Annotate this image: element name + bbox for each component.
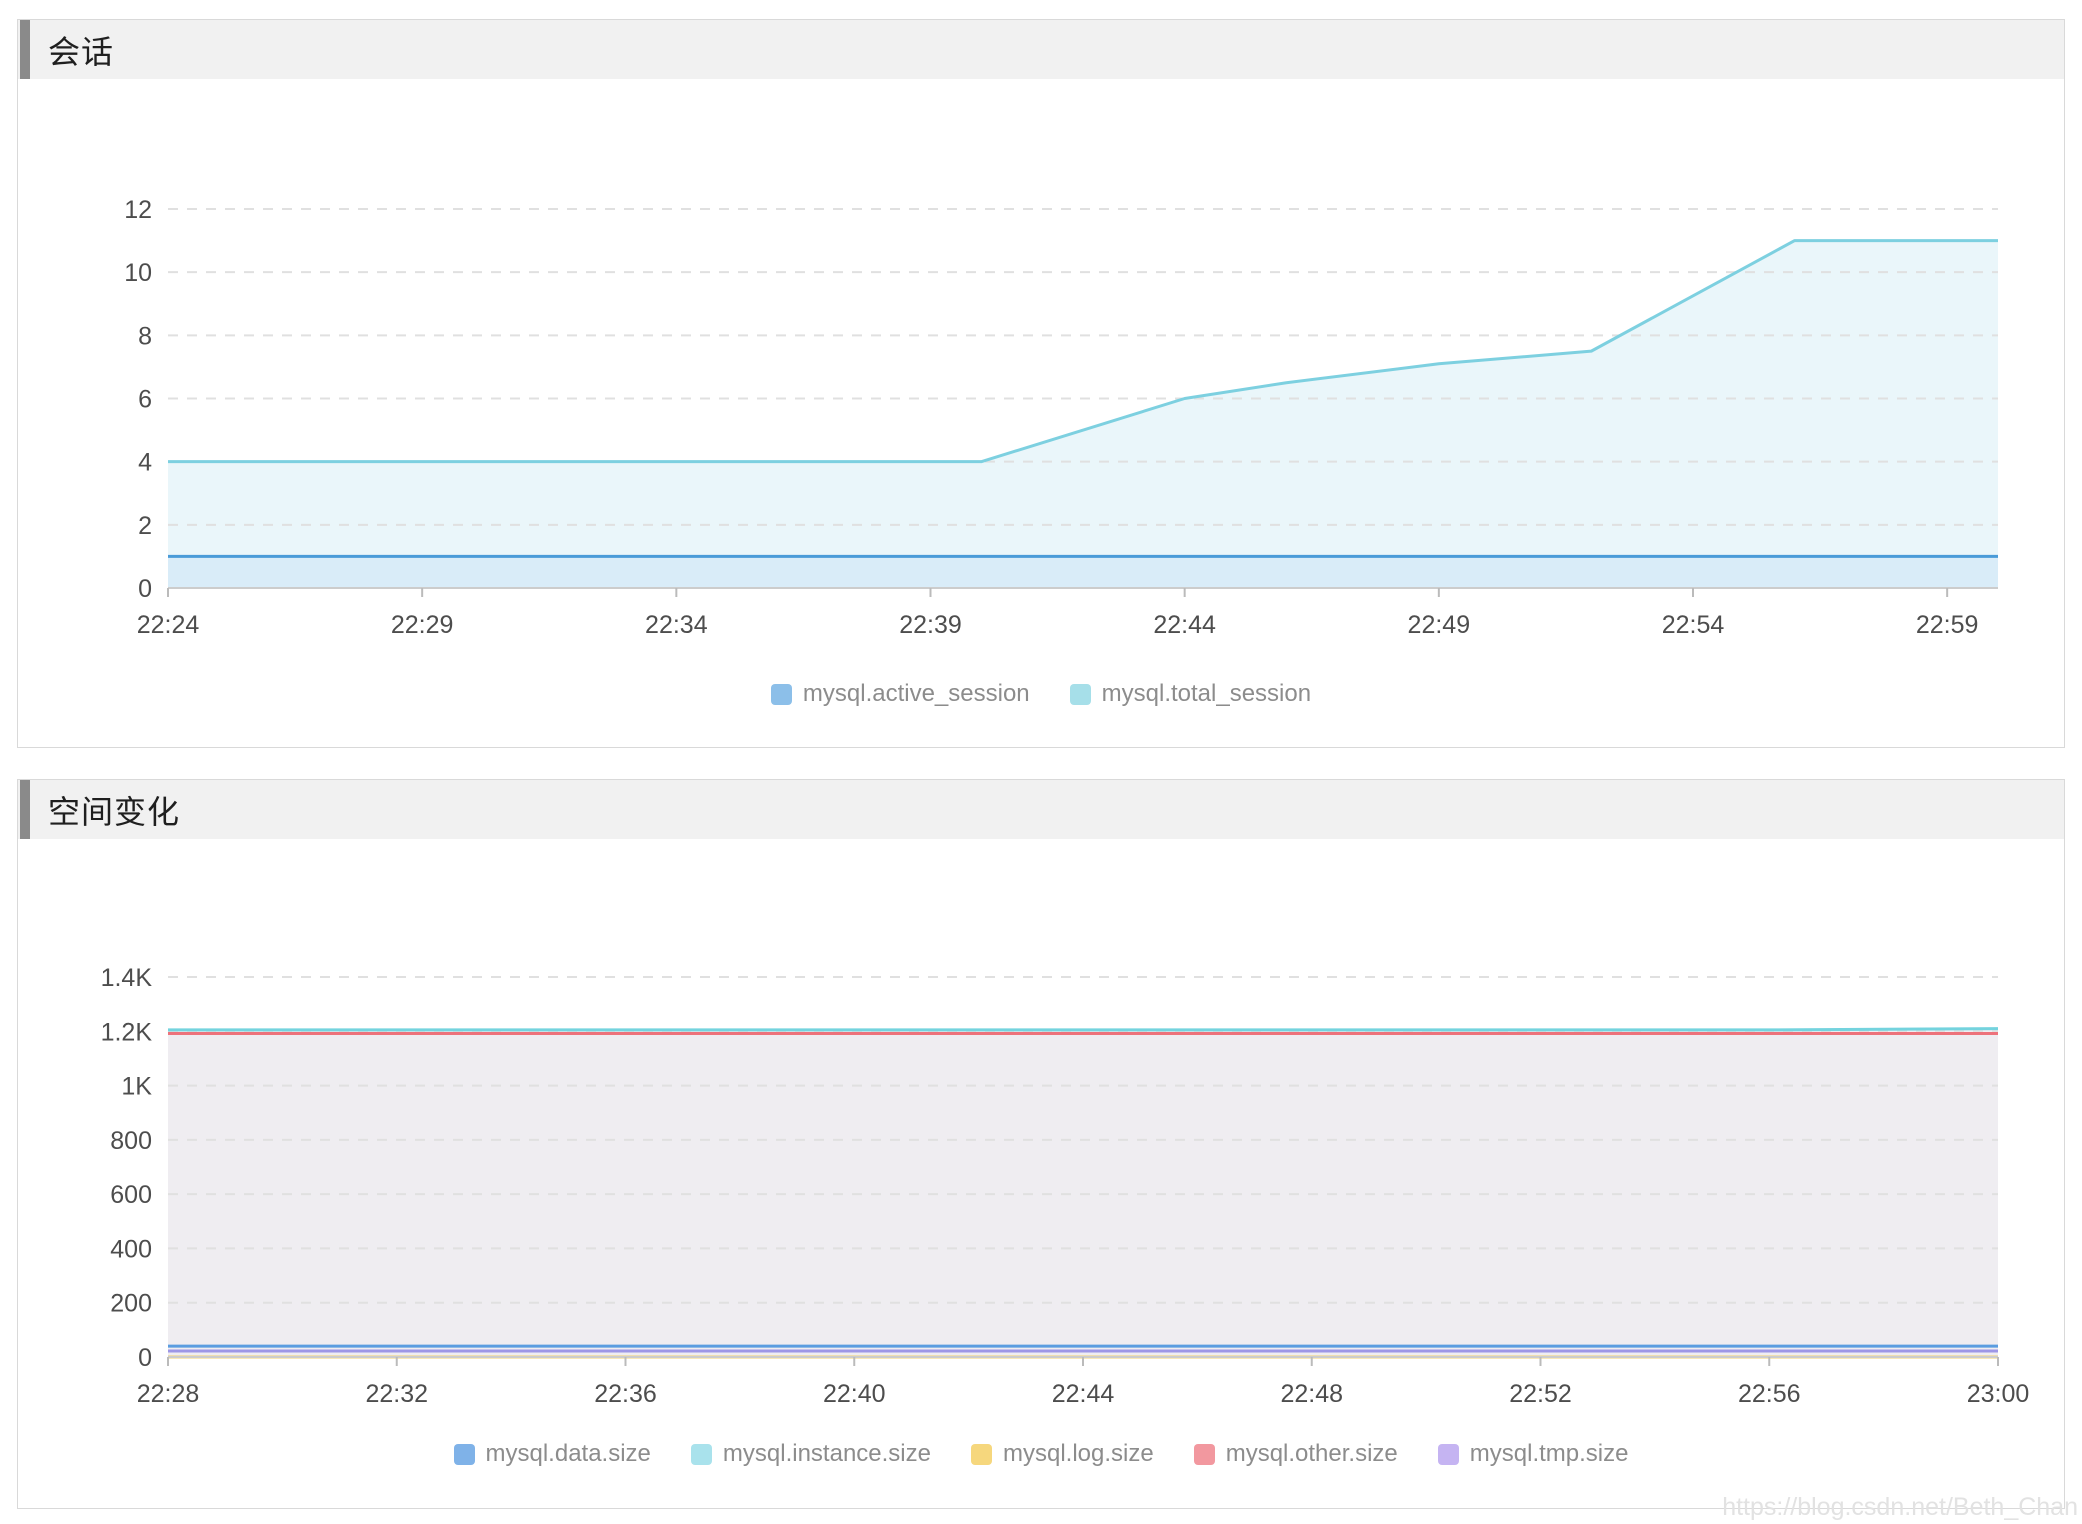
x-axis-label: 23:00: [1967, 1380, 2030, 1408]
x-axis-label: 22:29: [391, 611, 454, 639]
space-panel-title: 空间变化: [48, 793, 181, 830]
x-axis-label: 22:56: [1738, 1380, 1801, 1408]
y-axis-label: 400: [110, 1235, 152, 1263]
x-axis-label: 22:59: [1916, 611, 1979, 639]
legend-label: mysql.data.size: [485, 1440, 651, 1467]
legend-label: mysql.total_session: [1101, 680, 1312, 707]
y-axis-label: 0: [138, 1344, 152, 1372]
series-line: [168, 1027, 1999, 1032]
y-axis-label: 600: [110, 1181, 152, 1209]
x-axis-label: 22:48: [1280, 1380, 1343, 1408]
legend-swatch: [453, 1443, 475, 1465]
header-accent-bar: [20, 20, 30, 79]
series-line: [168, 239, 1998, 464]
y-axis-label: 200: [110, 1290, 152, 1318]
session-chart[interactable]: 22:24 22:29 22:34 22:39 22:44 22:49 22:54 22:59…: [18, 79, 2064, 654]
legend-item[interactable]: mysql.active_session: [770, 680, 1030, 708]
legend-item[interactable]: mysql.tmp.size: [1437, 1440, 1629, 1468]
x-axis-label: 22:32: [365, 1380, 428, 1408]
legend-swatch: [1069, 683, 1091, 705]
legend-item[interactable]: mysql.instance.size: [690, 1440, 931, 1468]
legend-swatch: [770, 683, 792, 705]
y-axis-label: 1.4K: [101, 964, 153, 992]
y-axis-label: 12: [124, 196, 152, 224]
legend-item[interactable]: mysql.log.size: [970, 1440, 1154, 1468]
space-panel: 空间变化 22:28 22:32 22:36 22:40 22:44 22:48 22:52…: [17, 779, 2065, 1509]
y-axis-label: 8: [138, 322, 152, 350]
legend-item[interactable]: mysql.other.size: [1193, 1440, 1398, 1468]
legend-swatch: [970, 1443, 992, 1465]
legend-label: mysql.active_session: [802, 680, 1030, 707]
x-axis-label: 22:34: [645, 611, 708, 639]
x-axis-label: 22:52: [1509, 1380, 1572, 1408]
space-chart[interactable]: 22:28 22:32 22:36 22:40 22:44 22:48 22:52 22:56…: [18, 839, 2064, 1414]
y-axis-label: 1K: [121, 1073, 152, 1101]
y-axis-label: 1.2K: [101, 1018, 153, 1046]
y-axis-label: 10: [124, 259, 152, 287]
legend-label: mysql.instance.size: [722, 1440, 931, 1467]
series-area: [168, 1028, 1998, 1357]
session-panel: 会话 22:24 22:29 22:34 22:39 22:44 22:49 22:54 22…: [17, 19, 2065, 748]
y-axis-label: 6: [138, 386, 152, 414]
legend-swatch: [690, 1443, 712, 1465]
legend-swatch: [1437, 1443, 1459, 1465]
y-axis-label: 4: [138, 449, 152, 477]
x-axis-label: 22:54: [1662, 611, 1725, 639]
x-axis-label: 22:44: [1153, 611, 1216, 639]
space-panel-header: 空间变化: [18, 780, 2064, 839]
x-axis-label: 22:40: [823, 1380, 886, 1408]
legend-swatch: [1193, 1443, 1215, 1465]
y-axis-label: 0: [138, 575, 152, 603]
x-axis-label: 22:44: [1052, 1380, 1115, 1408]
watermark: https://blog.csdn.net/Beth_Chan: [1722, 1493, 2078, 1521]
space-chart-legend: mysql.data.size mysql.instance.size mysql.…: [18, 1440, 2064, 1468]
series-area: [168, 556, 1998, 588]
legend-item[interactable]: mysql.total_session: [1069, 680, 1312, 708]
y-axis-label: 800: [110, 1127, 152, 1155]
x-axis-label: 22:49: [1408, 611, 1471, 639]
header-accent-bar: [20, 780, 30, 839]
session-panel-header: 会话: [18, 20, 2064, 79]
x-axis-label: 22:39: [899, 611, 962, 639]
legend-label: mysql.other.size: [1225, 1440, 1398, 1467]
x-axis-label: 22:36: [594, 1380, 657, 1408]
x-axis-label: 22:28: [137, 1380, 200, 1408]
session-panel-title: 会话: [48, 33, 115, 70]
series-area: [168, 240, 1998, 589]
legend-label: mysql.tmp.size: [1469, 1440, 1629, 1467]
x-axis-label: 22:24: [137, 611, 200, 639]
y-axis-label: 2: [138, 512, 152, 540]
legend-item[interactable]: mysql.data.size: [453, 1440, 651, 1468]
session-chart-legend: mysql.active_session mysql.total_session: [18, 680, 2064, 708]
legend-label: mysql.log.size: [1002, 1440, 1154, 1467]
